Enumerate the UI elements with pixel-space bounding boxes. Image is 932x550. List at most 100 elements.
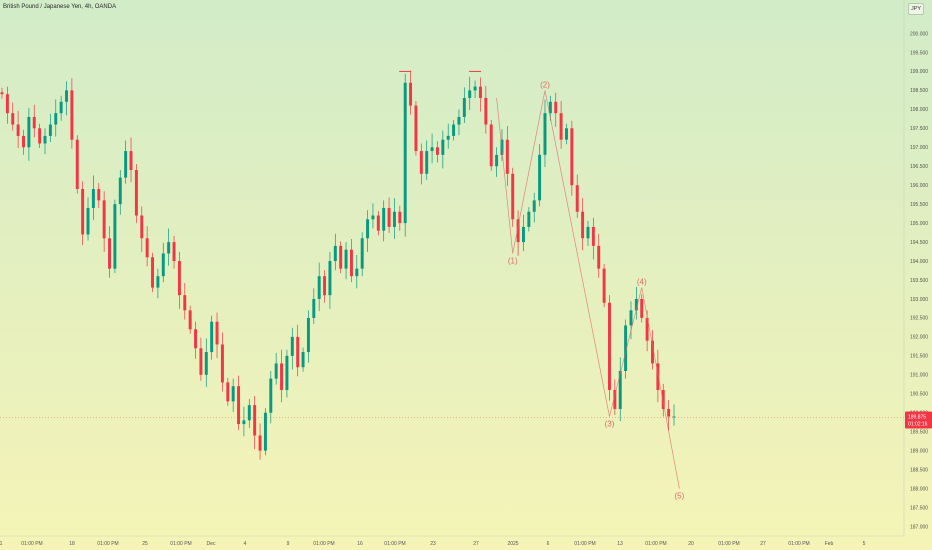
candle-body (591, 226, 595, 246)
candle-body (371, 215, 375, 220)
candle-body (285, 355, 289, 390)
candle-body (38, 128, 42, 144)
candle-body (392, 211, 396, 227)
candle-body (247, 405, 251, 421)
candle-body (624, 325, 628, 372)
candle-body (312, 298, 316, 318)
y-tick-label: 187.500 (910, 505, 928, 511)
candle-body (48, 124, 52, 136)
candle-body (108, 238, 111, 269)
candle-body (333, 245, 337, 262)
candle-body (559, 113, 563, 140)
x-tick-label: 1 (0, 541, 3, 547)
candle-body (581, 211, 585, 239)
candle-body (672, 416, 676, 418)
candle-body (575, 185, 579, 212)
x-tick-label: 27 (760, 541, 766, 547)
candle-body (398, 211, 402, 224)
candle-body (505, 139, 509, 174)
x-tick-label: 01:00 PM (788, 541, 809, 547)
y-tick-label: 199.000 (910, 69, 928, 75)
price-tag-countdown: 01:02:16 (908, 421, 928, 427)
candle-body (204, 352, 208, 375)
candle-body (618, 371, 622, 409)
candle-body (22, 135, 25, 148)
candle-body (667, 408, 671, 417)
candle-body (414, 105, 418, 152)
y-tick-label: 196.000 (910, 183, 928, 189)
candle-body (516, 219, 520, 243)
y-tick-label: 191.000 (910, 373, 928, 379)
candle-body (462, 97, 466, 117)
candle-body (608, 302, 611, 390)
candle-body (274, 363, 278, 379)
candle-body (242, 420, 246, 425)
y-tick-label: 188.000 (910, 486, 928, 492)
x-tick-label: 01:00 PM (97, 541, 118, 547)
candle-body (543, 113, 547, 155)
candle-body (527, 211, 531, 227)
candle-body (661, 389, 665, 409)
candle-body (317, 276, 321, 299)
candle-body (167, 242, 171, 254)
candle-body (328, 261, 332, 296)
candle-body (118, 177, 122, 205)
candle-body (495, 154, 499, 167)
candle-body (339, 245, 343, 269)
wave-label: (3) (605, 420, 615, 429)
currency-button[interactable]: JPY (908, 3, 924, 15)
candle-body (425, 151, 429, 174)
candle-body (538, 154, 542, 201)
candle-body (134, 170, 138, 216)
candle-body (484, 97, 488, 125)
x-tick-label: Feb (825, 541, 834, 547)
candle-body (403, 82, 407, 224)
x-tick-label: 01:00 PM (21, 541, 42, 547)
candle-body (188, 310, 192, 330)
x-tick-label: 01:00 PM (384, 541, 405, 547)
y-tick-label: 194.000 (910, 259, 928, 265)
candle-body (43, 135, 47, 144)
candle-body (11, 113, 15, 125)
candle-body (306, 317, 310, 353)
candle-body (532, 200, 536, 212)
x-tick-label: 16 (357, 541, 363, 547)
x-tick-label: 13 (617, 541, 623, 547)
candle-body (172, 242, 176, 262)
x-tick-label: Dec (207, 541, 216, 547)
candle-body (65, 90, 68, 102)
candle-body (226, 382, 230, 402)
candle-body (323, 276, 327, 296)
candle-body (0, 92, 4, 95)
candle-body (387, 207, 391, 227)
y-tick-label: 190.500 (910, 392, 928, 398)
candle-body (290, 336, 294, 356)
y-tick-label: 195.500 (910, 202, 928, 208)
candle-body (5, 94, 9, 114)
candle-body (253, 405, 257, 436)
y-tick-label: 197.500 (910, 126, 928, 132)
wave-label: (2) (540, 80, 550, 89)
candle-body (640, 298, 644, 318)
candle-body (409, 82, 413, 106)
candle-body (344, 249, 348, 269)
y-tick-label: 192.500 (910, 316, 928, 322)
chart-title: British Pound / Japanese Yen, 4h, OANDA (3, 4, 117, 10)
candle-body (199, 348, 203, 375)
wave-label: (4) (637, 278, 647, 287)
candle-body (435, 147, 439, 155)
candle-body (586, 226, 590, 239)
candle-body (355, 268, 359, 277)
x-tick-label: 01:00 PM (645, 541, 666, 547)
candle-body (419, 151, 423, 174)
candle-body (301, 352, 305, 368)
candle-body (156, 276, 160, 288)
candle-body (151, 257, 155, 288)
candle-body (140, 215, 144, 239)
candle-body (478, 86, 482, 98)
candle-body (452, 124, 456, 136)
candle-body (220, 344, 224, 383)
candle-body (81, 188, 85, 235)
candle-body (457, 116, 461, 125)
